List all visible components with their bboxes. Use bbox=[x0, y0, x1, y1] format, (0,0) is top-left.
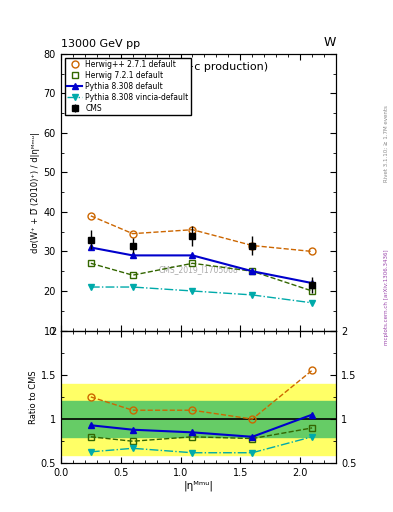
Pythia 8.308 vincia-default bbox=[190, 288, 195, 294]
Herwig 7.2.1 default bbox=[190, 260, 195, 266]
Text: 13000 GeV pp: 13000 GeV pp bbox=[61, 38, 140, 49]
Line: Herwig 7.2.1 default: Herwig 7.2.1 default bbox=[87, 260, 316, 294]
Text: CMS_2019_I1705068: CMS_2019_I1705068 bbox=[159, 265, 238, 274]
Herwig++ 2.7.1 default bbox=[88, 213, 93, 219]
Pythia 8.308 default bbox=[190, 252, 195, 259]
Pythia 8.308 default bbox=[250, 268, 255, 274]
Pythia 8.308 vincia-default bbox=[88, 284, 93, 290]
Text: Rivet 3.1.10; ≥ 1.7M events: Rivet 3.1.10; ≥ 1.7M events bbox=[384, 105, 389, 182]
Text: ηˡ (CMS W+c production): ηˡ (CMS W+c production) bbox=[129, 62, 268, 72]
Herwig 7.2.1 default bbox=[250, 268, 255, 274]
Bar bbox=[61, 401, 336, 437]
Y-axis label: Ratio to CMS: Ratio to CMS bbox=[29, 370, 38, 424]
Pythia 8.308 default bbox=[130, 252, 135, 259]
Line: Pythia 8.308 vincia-default: Pythia 8.308 vincia-default bbox=[87, 284, 316, 306]
Herwig++ 2.7.1 default bbox=[190, 227, 195, 233]
Line: Pythia 8.308 default: Pythia 8.308 default bbox=[87, 244, 316, 287]
Herwig++ 2.7.1 default bbox=[250, 243, 255, 249]
Pythia 8.308 default bbox=[88, 244, 93, 250]
Legend: Herwig++ 2.7.1 default, Herwig 7.2.1 default, Pythia 8.308 default, Pythia 8.308: Herwig++ 2.7.1 default, Herwig 7.2.1 def… bbox=[65, 57, 191, 115]
Text: W: W bbox=[324, 36, 336, 49]
Text: mcplots.cern.ch [arXiv:1306.3436]: mcplots.cern.ch [arXiv:1306.3436] bbox=[384, 249, 389, 345]
Herwig 7.2.1 default bbox=[130, 272, 135, 278]
Herwig 7.2.1 default bbox=[88, 260, 93, 266]
Bar bbox=[61, 383, 336, 455]
Pythia 8.308 vincia-default bbox=[310, 300, 314, 306]
Y-axis label: dσ(W⁺ + D̅ (2010)⁺) / d|ηᴹᵐᵘ|: dσ(W⁺ + D̅ (2010)⁺) / d|ηᴹᵐᵘ| bbox=[31, 132, 40, 252]
Herwig++ 2.7.1 default bbox=[310, 248, 314, 254]
Pythia 8.308 vincia-default bbox=[130, 284, 135, 290]
Herwig++ 2.7.1 default bbox=[130, 230, 135, 237]
X-axis label: |ηᴹᵐᵘ|: |ηᴹᵐᵘ| bbox=[184, 481, 213, 492]
Pythia 8.308 vincia-default bbox=[250, 292, 255, 298]
Pythia 8.308 default bbox=[310, 280, 314, 286]
Herwig 7.2.1 default bbox=[310, 288, 314, 294]
Line: Herwig++ 2.7.1 default: Herwig++ 2.7.1 default bbox=[87, 212, 316, 255]
